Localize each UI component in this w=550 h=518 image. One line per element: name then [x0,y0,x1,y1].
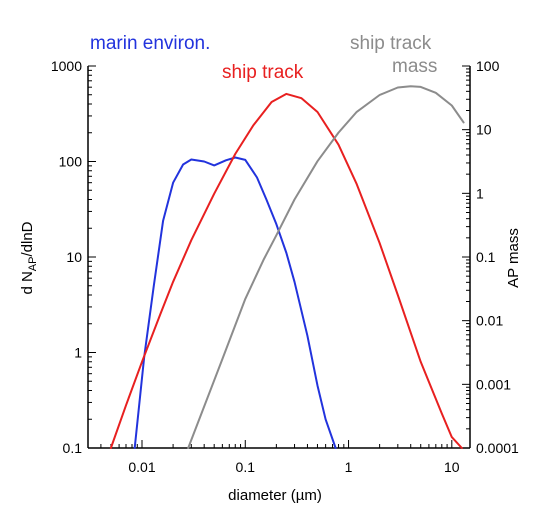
plot-frame [87,66,471,449]
x-tick-label: 1 [345,459,353,475]
left-y-axis-title-subscript: AP [27,257,39,272]
left-y-axis-title: d NAP/dlnD [19,221,39,294]
series-label-ship-track-mass-line1: ship track [350,33,432,54]
series-label-marin-environ: marin environ. [90,33,210,54]
left-y-tick-label: 0.1 [63,440,83,456]
right-y-tick-label: 1 [476,185,484,201]
left-y-tick-label: 10 [66,249,82,265]
left-y-axis-title-prefix: d N [19,271,36,294]
right-y-axis-title: AP mass [505,228,522,288]
right-y-tick-label: 10 [476,122,492,138]
right-y-tick-label: 0.01 [476,313,503,329]
series-line-ship-track [109,92,463,449]
x-tick-label: 0.1 [236,459,256,475]
right-y-tick-label: 0.1 [476,249,496,265]
left-y-tick-label: 1000 [51,58,82,74]
x-tick-label: 10 [444,459,460,475]
series-label-ship-track-mass-line2: mass [392,56,437,77]
x-axis-title: diameter (µm) [228,487,322,504]
series-line-marin-environ [133,156,337,449]
axis-ticks: 0.01 0.1 1 10 0.1 1 10 100 1000 0.0001 0.001 0.01 0.… [51,58,519,475]
series-line-ship-track-mass [187,85,465,449]
right-y-tick-label: 100 [476,58,500,74]
x-tick-label: 0.01 [128,459,155,475]
left-y-axis-title-suffix: /dlnD [19,221,36,256]
right-y-tick-label: 0.001 [476,376,511,392]
right-y-tick-label: 0.0001 [476,440,519,456]
series-layer [109,85,465,449]
left-y-tick-label: 1 [74,345,82,361]
series-label-ship-track: ship track [222,62,304,83]
left-y-tick-label: 100 [59,154,83,170]
